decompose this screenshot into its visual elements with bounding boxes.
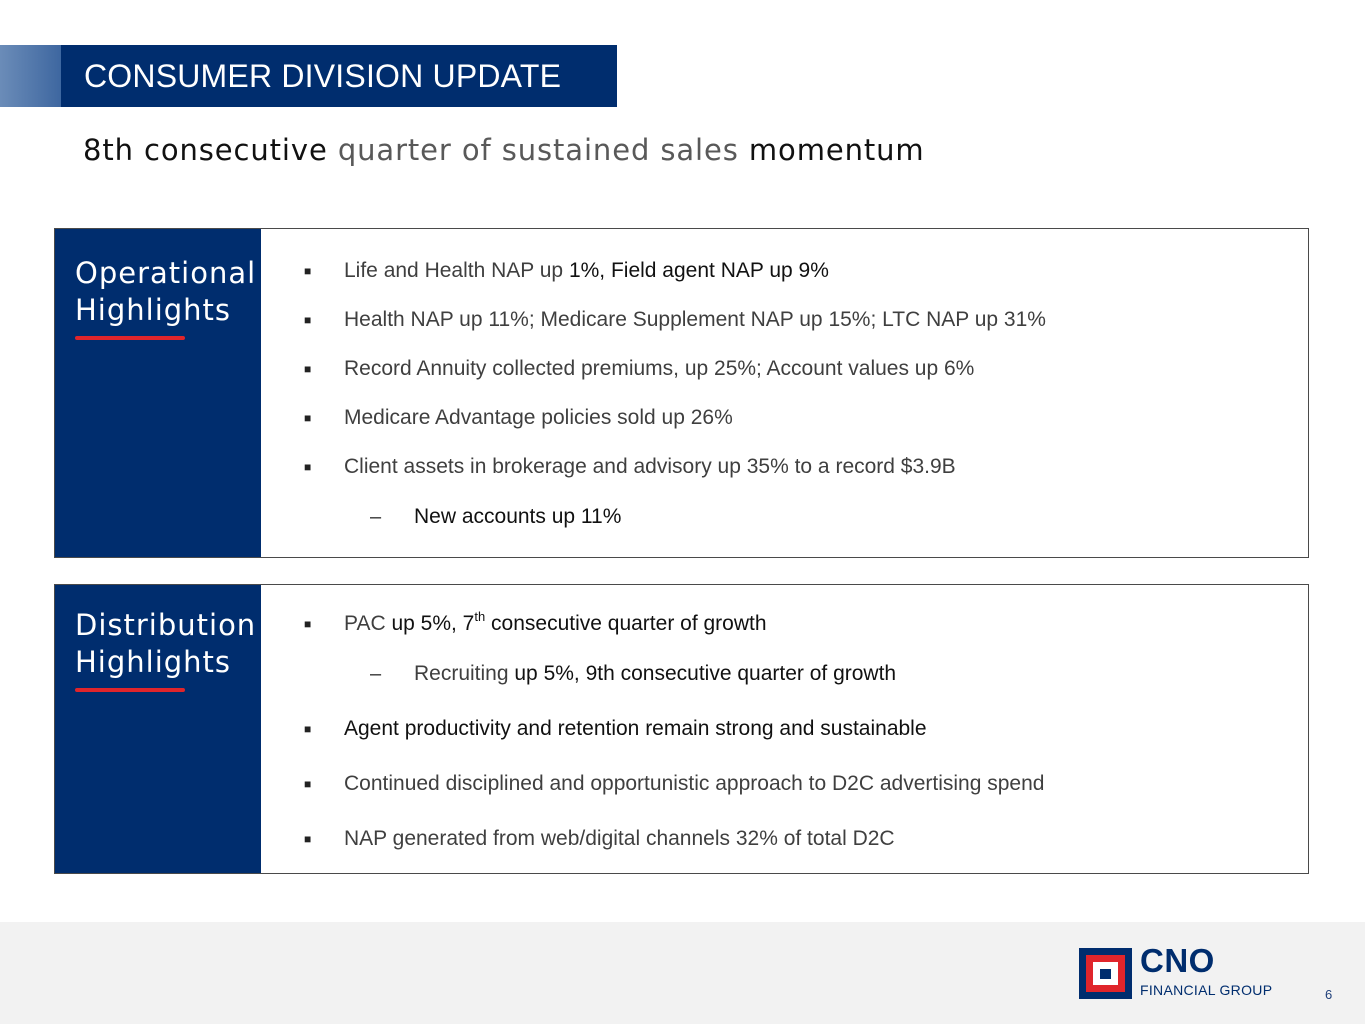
operational-highlights-panel: Operational Highlights ■ Life and Health… (54, 228, 1309, 558)
logo-wordmark: CNO (1140, 942, 1215, 979)
footer: CNO FINANCIAL GROUP 6 (0, 922, 1365, 1024)
bullet-text: Life and Health NAP up 1%, Field agent N… (344, 258, 829, 284)
bullet-text: Medicare Advantage policies sold up 26% (344, 406, 733, 429)
bullet-text-part-dark: consecutive quarter of growth (485, 612, 767, 635)
distribution-title-line2: Highlights (75, 645, 232, 679)
bullet-icon: ■ (304, 777, 312, 791)
page-number: 6 (1325, 987, 1333, 1002)
operational-title-underline (75, 336, 185, 340)
distribution-title: Distribution Highlights (75, 607, 256, 681)
logo-subtitle: FINANCIAL GROUP (1140, 982, 1273, 998)
bullet-text: Health NAP up 11%; Medicare Supplement N… (344, 308, 1046, 331)
subtitle-part3: momentum (748, 133, 925, 167)
dash-icon: – (370, 506, 382, 528)
operational-side-label: Operational Highlights (55, 229, 261, 557)
subtitle-part2: quarter of sustained sales (337, 133, 739, 167)
bullet-text-part: PAC (344, 612, 386, 635)
bullet-text: PAC up 5%, 7th consecutive quarter of gr… (344, 609, 767, 637)
operational-title-line1: Operational (75, 256, 257, 290)
bullet-icon: ■ (304, 832, 312, 846)
bullet-text: Record Annuity collected premiums, up 25… (344, 357, 975, 380)
cno-logo: CNO FINANCIAL GROUP (1079, 942, 1289, 1004)
sub-bullet-text: New accounts up 11% (414, 505, 622, 528)
bullet-text: NAP generated from web/digital channels … (344, 827, 895, 850)
bullet-icon: ■ (304, 264, 312, 278)
distribution-highlights-panel: Distribution Highlights ■ PAC up 5%, 7th… (54, 584, 1309, 874)
distribution-side-label: Distribution Highlights (55, 585, 261, 873)
distribution-title-line1: Distribution (75, 608, 257, 642)
bullet-text: Continued disciplined and opportunistic … (344, 772, 1045, 795)
sub-bullet-text-part: Recruiting (414, 662, 509, 685)
subtitle: 8th consecutive quarter of sustained sal… (83, 133, 925, 167)
bullet-text-part: Life and Health NAP up (344, 259, 569, 282)
bullet-icon: ■ (304, 362, 312, 376)
operational-title-line2: Highlights (75, 293, 232, 327)
bullet-icon: ■ (304, 411, 312, 425)
bullet-text-part-dark: 1%, Field agent NAP up 9% (568, 259, 829, 282)
sub-bullet-text-part-dark: up 5%, 9th consecutive quarter of growth (508, 662, 897, 685)
bullet-text: Client assets in brokerage and advisory … (344, 455, 956, 478)
bullet-icon: ■ (304, 722, 312, 736)
superscript: th (474, 609, 486, 624)
bullet-text: Agent productivity and retention remain … (344, 717, 927, 740)
dash-icon: – (370, 663, 382, 685)
bullet-text-part-dark: up 5%, 7 (385, 612, 475, 635)
distribution-title-underline (75, 688, 185, 692)
page-title: CONSUMER DIVISION UPDATE (61, 45, 617, 107)
cno-logo-icon (1079, 948, 1132, 999)
bullet-icon: ■ (304, 460, 312, 474)
bullet-icon: ■ (304, 617, 312, 631)
operational-title: Operational Highlights (75, 255, 256, 329)
subtitle-part1: 8th consecutive (83, 133, 328, 167)
title-accent-block (0, 45, 61, 107)
sub-bullet-text: Recruiting up 5%, 9th consecutive quarte… (414, 661, 896, 687)
bullet-icon: ■ (304, 313, 312, 327)
